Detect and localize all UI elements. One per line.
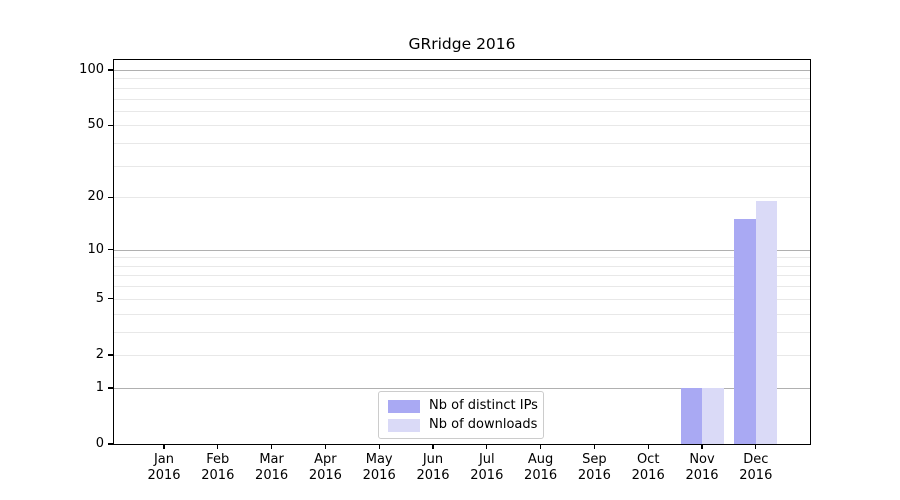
- gridline-minor: [114, 98, 810, 100]
- x-tick-label: Sep 2016: [577, 452, 611, 483]
- bar-downloads: [755, 201, 778, 444]
- y-tick-label: 20: [87, 189, 104, 205]
- y-tick-mark: [108, 124, 113, 127]
- y-tick-mark: [108, 298, 113, 300]
- gridline-minor: [114, 110, 810, 112]
- legend: Nb of distinct IPs Nb of downloads: [378, 391, 544, 439]
- x-tick-mark: [701, 444, 703, 449]
- legend-row: Nb of downloads: [388, 417, 538, 432]
- chart-title: GRridge 2016: [408, 35, 516, 53]
- bar-distinct-ips: [680, 387, 702, 444]
- gridline-minor: [114, 313, 810, 315]
- legend-swatch-downloads: [388, 418, 420, 432]
- legend-label: Nb of distinct IPs: [429, 398, 538, 413]
- x-tick-mark: [647, 444, 649, 449]
- y-tick-label: 1: [95, 379, 104, 395]
- gridline-minor: [114, 143, 810, 145]
- x-tick-mark: [378, 444, 380, 449]
- legend-row: Nb of distinct IPs: [388, 399, 538, 413]
- x-tick-mark: [432, 444, 434, 449]
- x-tick-label: Apr 2016: [308, 452, 342, 483]
- x-tick-mark: [271, 444, 273, 449]
- x-tick-mark: [593, 444, 596, 449]
- y-tick-mark: [108, 354, 113, 356]
- x-tick-mark: [324, 444, 327, 449]
- x-tick-mark: [540, 444, 542, 449]
- legend-swatch-distinct-ips: [388, 399, 420, 413]
- legend-label: Nb of downloads: [429, 417, 538, 432]
- gridline-minor: [114, 87, 810, 89]
- y-tick-label: 0: [95, 436, 104, 451]
- y-tick-label: 50: [87, 117, 104, 133]
- gridline-minor: [114, 331, 810, 333]
- gridline-minor: [114, 265, 810, 267]
- x-tick-label: May 2016: [362, 452, 396, 483]
- y-tick-mark: [108, 249, 113, 251]
- gridline-minor: [114, 298, 810, 300]
- x-tick-label: Mar 2016: [255, 452, 289, 483]
- x-tick-mark: [163, 444, 165, 449]
- gridline-minor: [114, 275, 810, 277]
- x-tick-label: Jun 2016: [416, 452, 450, 483]
- x-tick-label: Aug 2016: [524, 452, 558, 483]
- y-tick-mark: [108, 196, 113, 198]
- x-tick-mark: [755, 444, 757, 449]
- x-tick-label: Dec 2016: [739, 452, 773, 483]
- y-tick-mark: [108, 443, 113, 445]
- x-tick-label: Feb 2016: [201, 452, 235, 483]
- y-tick-label: 100: [79, 62, 104, 77]
- gridline-major: [114, 70, 810, 71]
- gridline-minor: [114, 78, 810, 80]
- gridline-major: [114, 249, 810, 251]
- y-tick-label: 5: [95, 290, 104, 306]
- bar-distinct-ips: [734, 219, 756, 444]
- gridline-minor: [114, 125, 810, 127]
- y-tick-label: 2: [95, 346, 104, 362]
- x-tick-label: Oct 2016: [631, 452, 665, 483]
- gridline-minor: [114, 286, 810, 288]
- gridline-minor: [114, 257, 810, 259]
- x-tick-label: Jul 2016: [470, 452, 504, 483]
- x-tick-label: Jan 2016: [147, 452, 181, 483]
- y-tick-mark: [108, 387, 113, 389]
- gridline-minor: [114, 197, 810, 199]
- plot-area: [113, 59, 811, 445]
- bar-downloads: [702, 387, 724, 444]
- y-tick-mark: [108, 69, 113, 71]
- gridline-major: [114, 387, 810, 389]
- x-tick-mark: [217, 444, 219, 449]
- y-tick-label: 10: [87, 241, 104, 257]
- gridline-minor: [114, 165, 810, 167]
- gridline-minor: [114, 354, 810, 356]
- x-tick-mark: [486, 444, 488, 449]
- x-tick-label: Nov 2016: [685, 452, 719, 483]
